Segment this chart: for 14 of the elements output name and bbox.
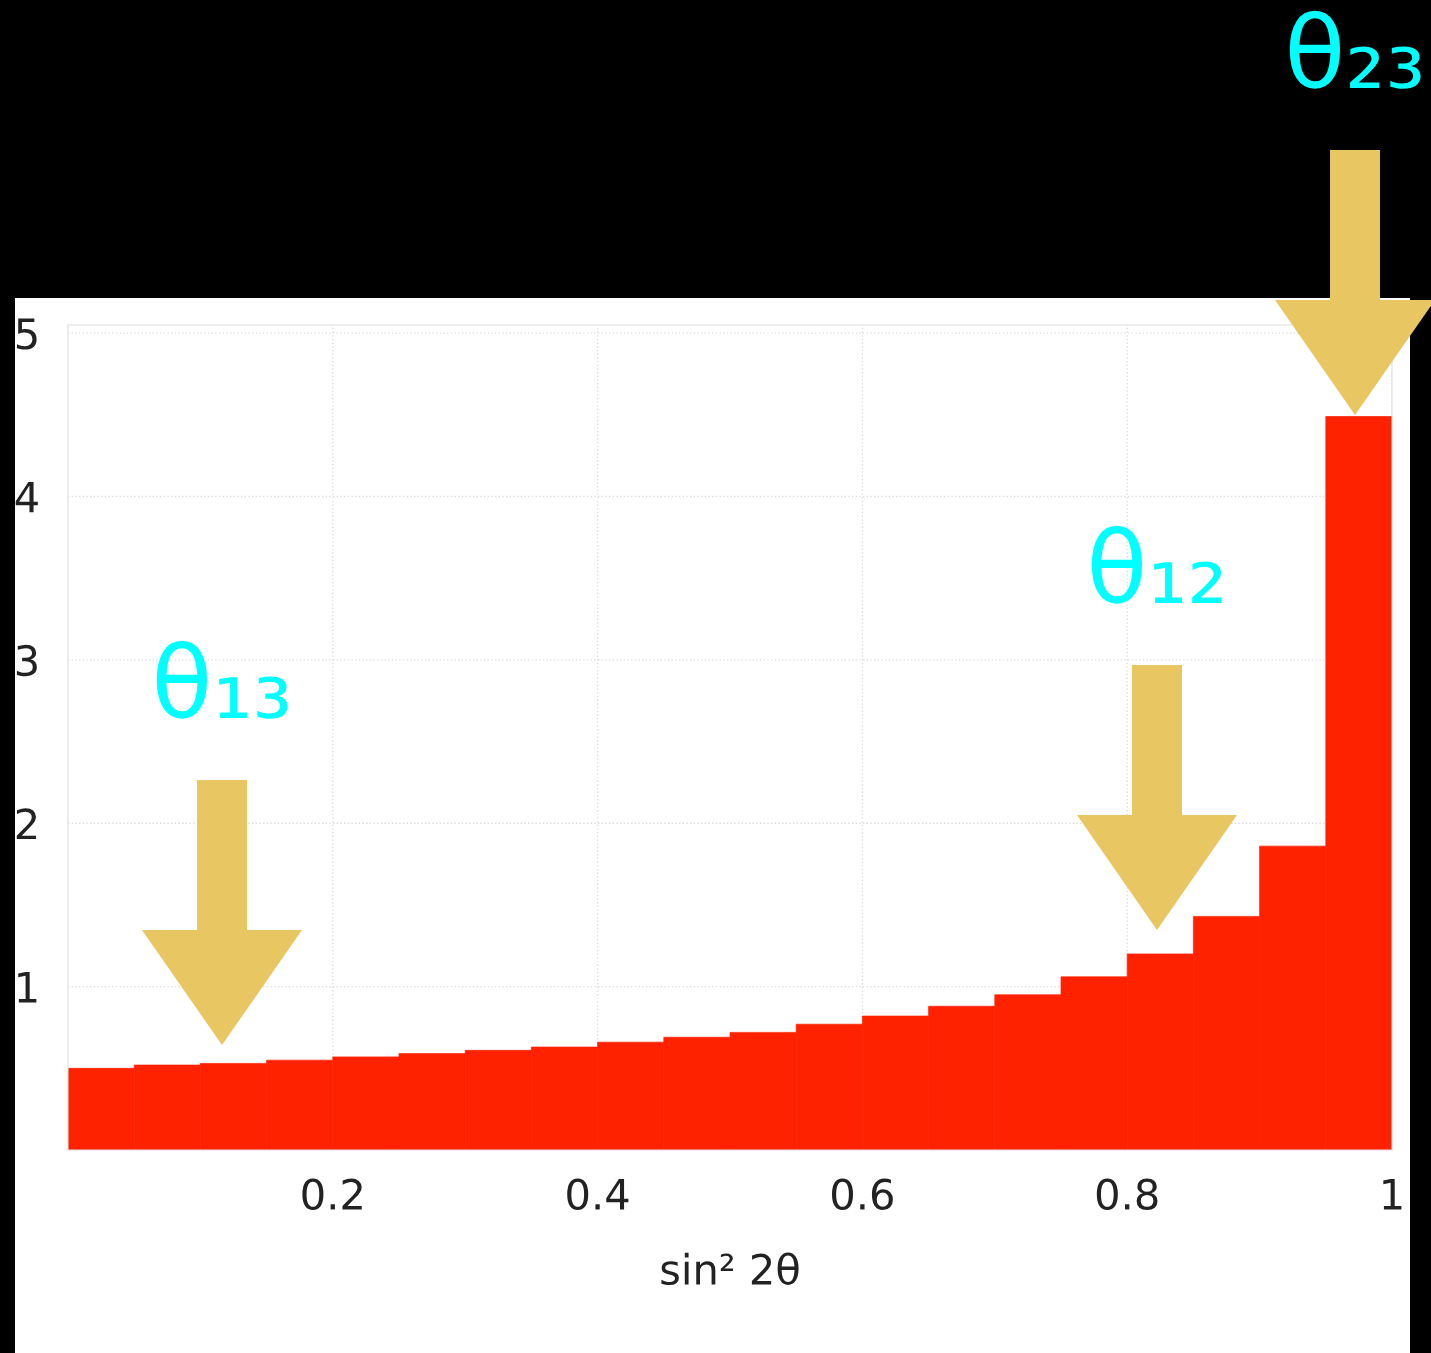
x-tick-label: 0.6 bbox=[832, 1178, 893, 1211]
y-tick-label: 4 bbox=[15, 481, 38, 513]
x-tick-label: 0.4 bbox=[567, 1178, 629, 1211]
x-tick-label: 0.2 bbox=[302, 1178, 362, 1211]
y-tick-label: 3 bbox=[16, 644, 37, 677]
y-tick-label: 1 bbox=[18, 972, 37, 1003]
x-tick-label: 1 bbox=[1383, 1179, 1402, 1210]
x-tick-label: 0.8 bbox=[1096, 1178, 1158, 1211]
y-tick-label: 2 bbox=[16, 808, 37, 840]
x-axis-title: sin² 2θ bbox=[661, 1252, 799, 1286]
y-tick-label: 5 bbox=[16, 318, 37, 350]
annotation: θ₁₂ bbox=[1091, 525, 1222, 604]
text: θ₂₃ bbox=[1289, 10, 1421, 89]
annotation: θ₁₃ bbox=[156, 640, 288, 719]
